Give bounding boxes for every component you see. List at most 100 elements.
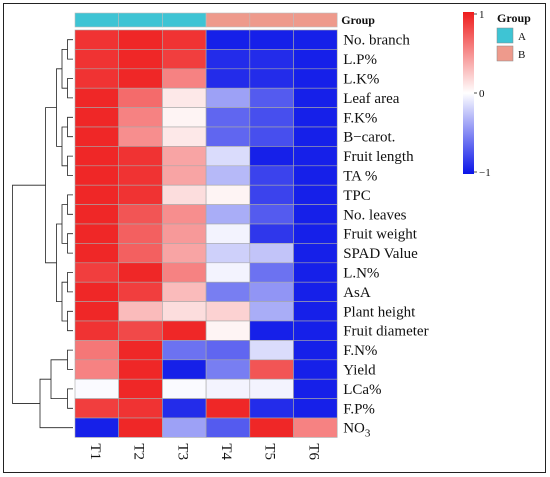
heatmap-cell <box>249 243 294 264</box>
heatmap-cell <box>249 68 294 89</box>
heatmap-cell <box>249 29 294 50</box>
row-label: F.P% <box>343 401 375 417</box>
dendrogram-branch <box>61 126 68 167</box>
heatmap-cell <box>162 204 207 225</box>
heatmap-cell <box>162 29 207 50</box>
row-label-base: NO <box>343 421 365 437</box>
heatmap-cell <box>293 417 338 438</box>
heatmap-cell <box>205 184 251 205</box>
heatmap-cell <box>205 223 251 244</box>
heatmap-cell <box>118 126 163 147</box>
heatmap-cell <box>293 243 338 264</box>
heatmap-cell <box>249 281 294 302</box>
column-label: T5 <box>262 443 278 460</box>
column-label: T1 <box>87 443 103 460</box>
heatmap-cell <box>205 301 251 322</box>
heatmap-cell <box>205 359 251 380</box>
heatmap-cell <box>205 262 251 283</box>
color-scale-tick-label: −1 <box>479 167 491 179</box>
heatmap-cell <box>293 281 338 302</box>
heatmap-cell <box>293 184 338 205</box>
row-label: No. branch <box>343 33 410 49</box>
heatmap-cell <box>249 378 294 399</box>
heatmap-cell <box>162 146 207 167</box>
heatmap-cell <box>162 281 207 302</box>
heatmap-cell <box>162 87 207 108</box>
heatmap-cell <box>118 262 163 283</box>
heatmap-cell <box>118 301 163 322</box>
heatmap-cell <box>118 165 163 186</box>
dendrogram-branch <box>67 155 73 176</box>
heatmap-cell <box>162 340 207 361</box>
heatmap-cell <box>74 87 120 108</box>
heatmap-cell <box>162 301 207 322</box>
group-cell <box>118 12 163 28</box>
dendrogram-branch <box>67 310 73 332</box>
heatmap-cell <box>118 320 163 341</box>
group-cell <box>293 12 338 28</box>
heatmap-cell <box>249 49 294 70</box>
row-label: No. leaves <box>343 207 406 223</box>
heatmap-cell <box>249 107 294 128</box>
color-scale-legend: 1 0 −1 <box>463 9 491 179</box>
row-label: L.P% <box>343 52 377 68</box>
row-label: LCa% <box>343 382 381 398</box>
heatmap-cell <box>205 340 251 361</box>
heatmap-cell <box>74 340 120 361</box>
heatmap-cell <box>205 87 251 108</box>
group-cell <box>162 12 207 28</box>
row-label: Leaf area <box>343 91 400 107</box>
heatmap-cell <box>74 243 120 264</box>
dendrogram-branch <box>67 349 73 370</box>
heatmap-cell <box>249 87 294 108</box>
heatmap-cell <box>293 87 338 108</box>
column-label: T4 <box>218 443 234 460</box>
group-cell <box>205 12 251 28</box>
heatmap-cell <box>293 165 338 186</box>
heatmap-cell <box>74 378 120 399</box>
heatmap-cell <box>162 262 207 283</box>
heatmap-cell <box>118 359 163 380</box>
row-label: L.N% <box>343 266 379 282</box>
group-legend-swatch <box>496 27 514 44</box>
heatmap-cell <box>293 378 338 399</box>
row-label: F.N% <box>343 343 377 359</box>
heatmap-cell <box>205 29 251 50</box>
heatmap-cell <box>249 165 294 186</box>
row-label: Plant height <box>343 304 416 320</box>
group-legend-label: B <box>518 49 525 61</box>
dendrogram-branch <box>45 107 57 264</box>
heatmap-cell <box>74 29 120 50</box>
heatmap-cell <box>205 378 251 399</box>
heatmap-cell <box>74 223 120 244</box>
heatmap-cell <box>118 68 163 89</box>
heatmap-cell <box>205 243 251 264</box>
heatmap-cell <box>74 126 120 147</box>
heatmap-cell <box>205 126 251 147</box>
heatmap-cell <box>162 126 207 147</box>
heatmap-cell <box>74 262 120 283</box>
dendrogram-branch <box>67 233 73 254</box>
dendrogram-branch <box>61 204 68 244</box>
heatmap-cell <box>118 49 163 70</box>
heatmap-cell <box>205 146 251 167</box>
heatmap-cell <box>74 301 120 322</box>
heatmap-cell <box>293 107 338 128</box>
row-label: L.K% <box>343 72 379 88</box>
chart-frame <box>3 3 546 473</box>
heatmap-cell <box>293 49 338 70</box>
heatmap-cell <box>118 281 163 302</box>
heatmap-cell <box>205 417 251 438</box>
heatmap-cell <box>293 68 338 89</box>
dendrogram-branch <box>56 68 62 147</box>
heatmap-cell <box>293 126 338 147</box>
heatmap-cell <box>249 146 294 167</box>
group-legend-label: A <box>518 31 526 43</box>
row-label: Fruit weight <box>343 227 418 243</box>
dendrogram-branch <box>39 378 73 429</box>
dendrogram-branch <box>67 39 73 60</box>
heatmap-cell <box>293 359 338 380</box>
heatmap-cell <box>205 320 251 341</box>
heatmap-cell <box>74 146 120 167</box>
